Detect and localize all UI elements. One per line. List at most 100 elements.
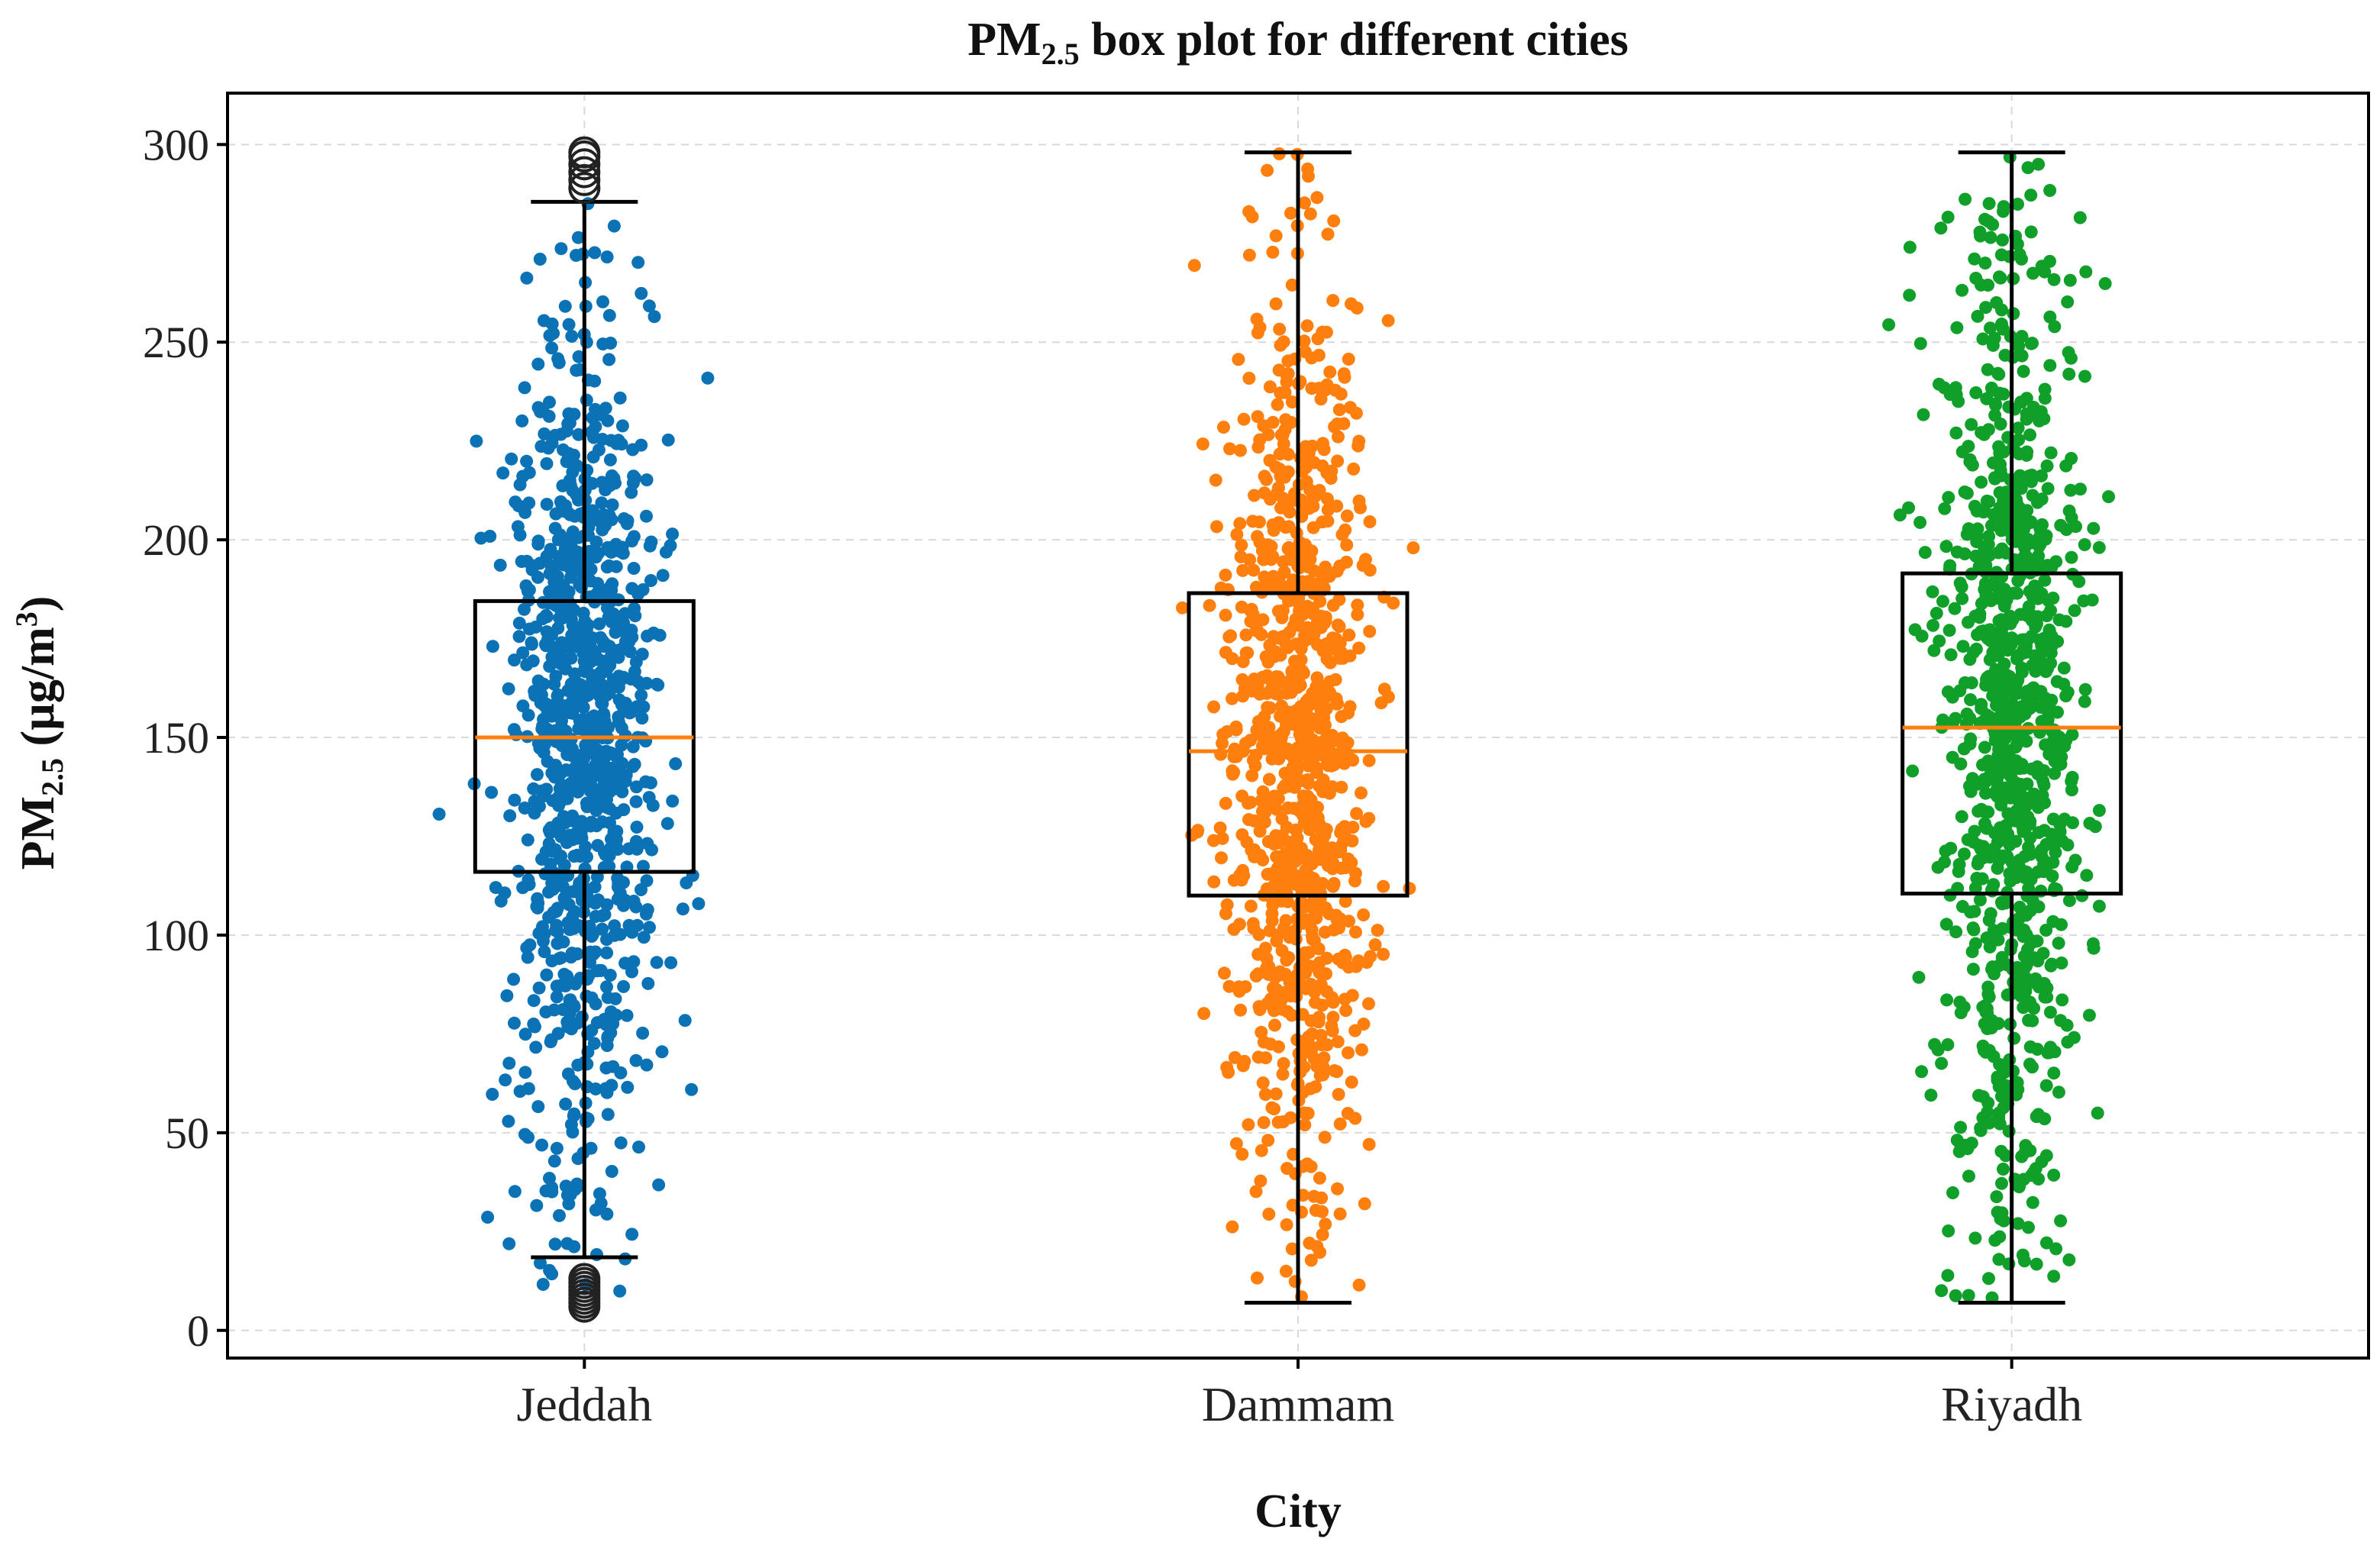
jitter-point [604, 337, 618, 350]
jitter-point [513, 478, 527, 492]
jitter-point [1306, 808, 1319, 821]
jitter-point [518, 1028, 532, 1041]
jitter-point [1274, 428, 1288, 442]
jitter-point [1963, 737, 1977, 750]
jitter-point [1261, 1134, 1275, 1147]
jitter-point [2014, 989, 2028, 1003]
jitter-point [1248, 489, 1261, 502]
jitter-point [1968, 252, 1981, 266]
jitter-point [1343, 649, 1357, 663]
jitter-point [1316, 1060, 1330, 1073]
jitter-point [1245, 602, 1258, 616]
jitter-point [1252, 515, 1266, 529]
jitter-point [1933, 377, 1946, 391]
jitter-point [1942, 624, 1956, 637]
jitter-point [1351, 598, 1364, 612]
jitter-point [2026, 659, 2039, 673]
jitter-point [2063, 273, 2077, 287]
jitter-point [561, 1020, 575, 1034]
jitter-point [1976, 332, 1990, 346]
jitter-point [512, 499, 525, 513]
jitter-points [432, 147, 2115, 1305]
jitter-point [627, 562, 641, 575]
jitter-point [1279, 987, 1292, 1001]
jitter-point [1305, 382, 1319, 395]
jitter-point [588, 246, 602, 260]
jitter-point [653, 628, 667, 642]
jitter-point [2020, 978, 2034, 992]
jitter-point [566, 1125, 580, 1139]
jitter-point [1956, 640, 1970, 653]
jitter-point [570, 249, 583, 262]
jitter-point [1266, 898, 1280, 912]
jitter-point [1266, 245, 1280, 259]
jitter-point [1274, 709, 1287, 723]
jitter-point [1213, 821, 1227, 835]
iqr-box [1187, 591, 1410, 898]
jitter-point [625, 582, 639, 595]
jitter-point [1312, 1015, 1326, 1029]
jitter-point [2054, 1214, 2068, 1228]
jitter-point [600, 1207, 614, 1221]
jitter-point [1325, 1019, 1339, 1033]
jitter-point [2043, 310, 2057, 324]
jitter-point [2050, 675, 2064, 689]
jitter-point [635, 438, 648, 452]
jitter-point [1971, 805, 1985, 818]
jitter-point [1269, 1087, 1283, 1101]
jitter-point [1990, 692, 2004, 706]
jitter-point [1348, 925, 1362, 939]
jitter-point [1235, 789, 1249, 803]
jitter-point [550, 1141, 564, 1155]
jitter-point [2061, 838, 2075, 852]
jitter-point [2022, 1221, 2035, 1234]
jitter-point [502, 1237, 516, 1250]
jitter-point [1217, 421, 1230, 434]
jitter-point [1275, 829, 1289, 843]
jitter-point [538, 637, 552, 651]
jitter-point [2066, 816, 2079, 830]
jitter-point [2022, 1014, 2036, 1028]
jitter-point [539, 1005, 553, 1019]
jitter-point [1982, 197, 1996, 211]
jitter-point [1253, 536, 1267, 549]
jitter-point [2061, 295, 2075, 308]
jitter-point [1268, 971, 1282, 985]
jitter-point [1288, 654, 1301, 668]
jitter-point [2098, 277, 2112, 290]
jitter-point [2027, 1002, 2041, 1015]
jitter-point [2005, 696, 2019, 710]
jitter-point [1216, 831, 1229, 845]
jitter-point [1981, 363, 1994, 376]
jitter-point [1304, 1253, 1318, 1267]
jitter-point [513, 1085, 527, 1099]
jitter-point [2046, 915, 2060, 928]
jitter-point [1235, 538, 1248, 552]
chart-title: PM2.5 box plot for different cities [967, 14, 1629, 71]
jitter-point [2007, 867, 2020, 881]
jitter-point [529, 1040, 543, 1054]
jitter-point [545, 341, 559, 355]
jitter-point [1269, 687, 1283, 701]
jitter-point [1236, 563, 1250, 577]
jitter-point [570, 816, 583, 830]
jitter-point [571, 231, 585, 244]
jitter-point [1949, 925, 1963, 939]
jitter-point [2087, 521, 2101, 535]
y-axis-title: PM2.5 (µg/m3) [9, 596, 69, 870]
jitter-point [1298, 1118, 1312, 1132]
jitter-point [565, 330, 579, 343]
jitter-point [2092, 540, 2106, 554]
jitter-point [512, 616, 526, 630]
jitter-point [2023, 847, 2037, 861]
jitter-point [565, 628, 579, 642]
outlier-marker [568, 172, 601, 205]
jitter-point [568, 1077, 582, 1091]
y-tick-label-0: 0 [187, 1306, 209, 1356]
jitter-point [1955, 810, 1968, 824]
jitter-point [615, 698, 628, 711]
jitter-point [538, 945, 551, 959]
jitter-point [1976, 715, 1990, 729]
jitter-point [565, 749, 579, 763]
jitter-point [562, 886, 576, 899]
